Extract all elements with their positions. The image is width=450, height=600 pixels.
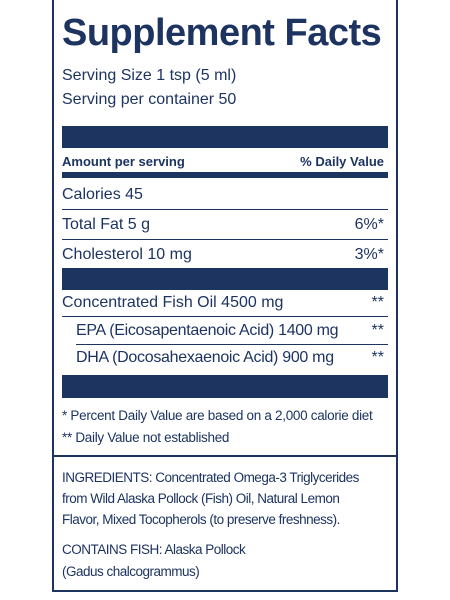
row-dv: ** <box>371 322 384 339</box>
servings: Serving per container 50 <box>62 91 237 108</box>
thick-bar <box>62 375 388 398</box>
ingredients: INGREDIENTS: Concentrated Omega-3 Trigly… <box>62 470 359 485</box>
ingredients: Flavor, Mixed Tocopherols (to preserve f… <box>62 512 340 527</box>
medium-bar <box>62 172 388 178</box>
title: Supplement Facts <box>62 12 382 54</box>
row-label: Concentrated Fish Oil 4500 mg <box>62 294 284 311</box>
row-label: EPA (Eicosapentaenoic Acid) 1400 mg <box>76 322 339 339</box>
row-label: Total Fat 5 g <box>62 216 151 233</box>
rule <box>62 209 388 210</box>
amount-header: Amount per serving <box>62 154 185 169</box>
serving-size: Serving Size 1 tsp (5 ml) <box>62 67 237 84</box>
row-label: DHA (Docosahexaenoic Acid) 900 mg <box>76 349 334 366</box>
rule <box>54 455 396 457</box>
rule <box>62 316 388 317</box>
dv-header: % Daily Value <box>300 154 384 169</box>
ingredients: from Wild Alaska Pollock (Fish) Oil, Nat… <box>62 491 340 506</box>
footnote: * Percent Daily Value are based on a 2,0… <box>62 408 373 423</box>
row-dv: ** <box>371 294 384 311</box>
thick-bar <box>62 126 388 148</box>
row-dv: ** <box>371 349 384 366</box>
rule <box>62 239 388 240</box>
row-label: Cholesterol 10 mg <box>62 246 192 263</box>
rule <box>76 344 388 345</box>
facts-panel: Supplement Facts Serving Size 1 tsp (5 m… <box>52 0 398 592</box>
row-dv: 6%* <box>354 216 384 233</box>
thick-bar <box>62 268 388 290</box>
footnote: ** Daily Value not established <box>62 430 230 445</box>
contains: (Gadus chalcogrammus) <box>62 564 200 579</box>
row-dv: 3%* <box>354 246 384 263</box>
row-label: Calories 45 <box>62 186 143 203</box>
contains: CONTAINS FISH: Alaska Pollock <box>62 542 246 557</box>
